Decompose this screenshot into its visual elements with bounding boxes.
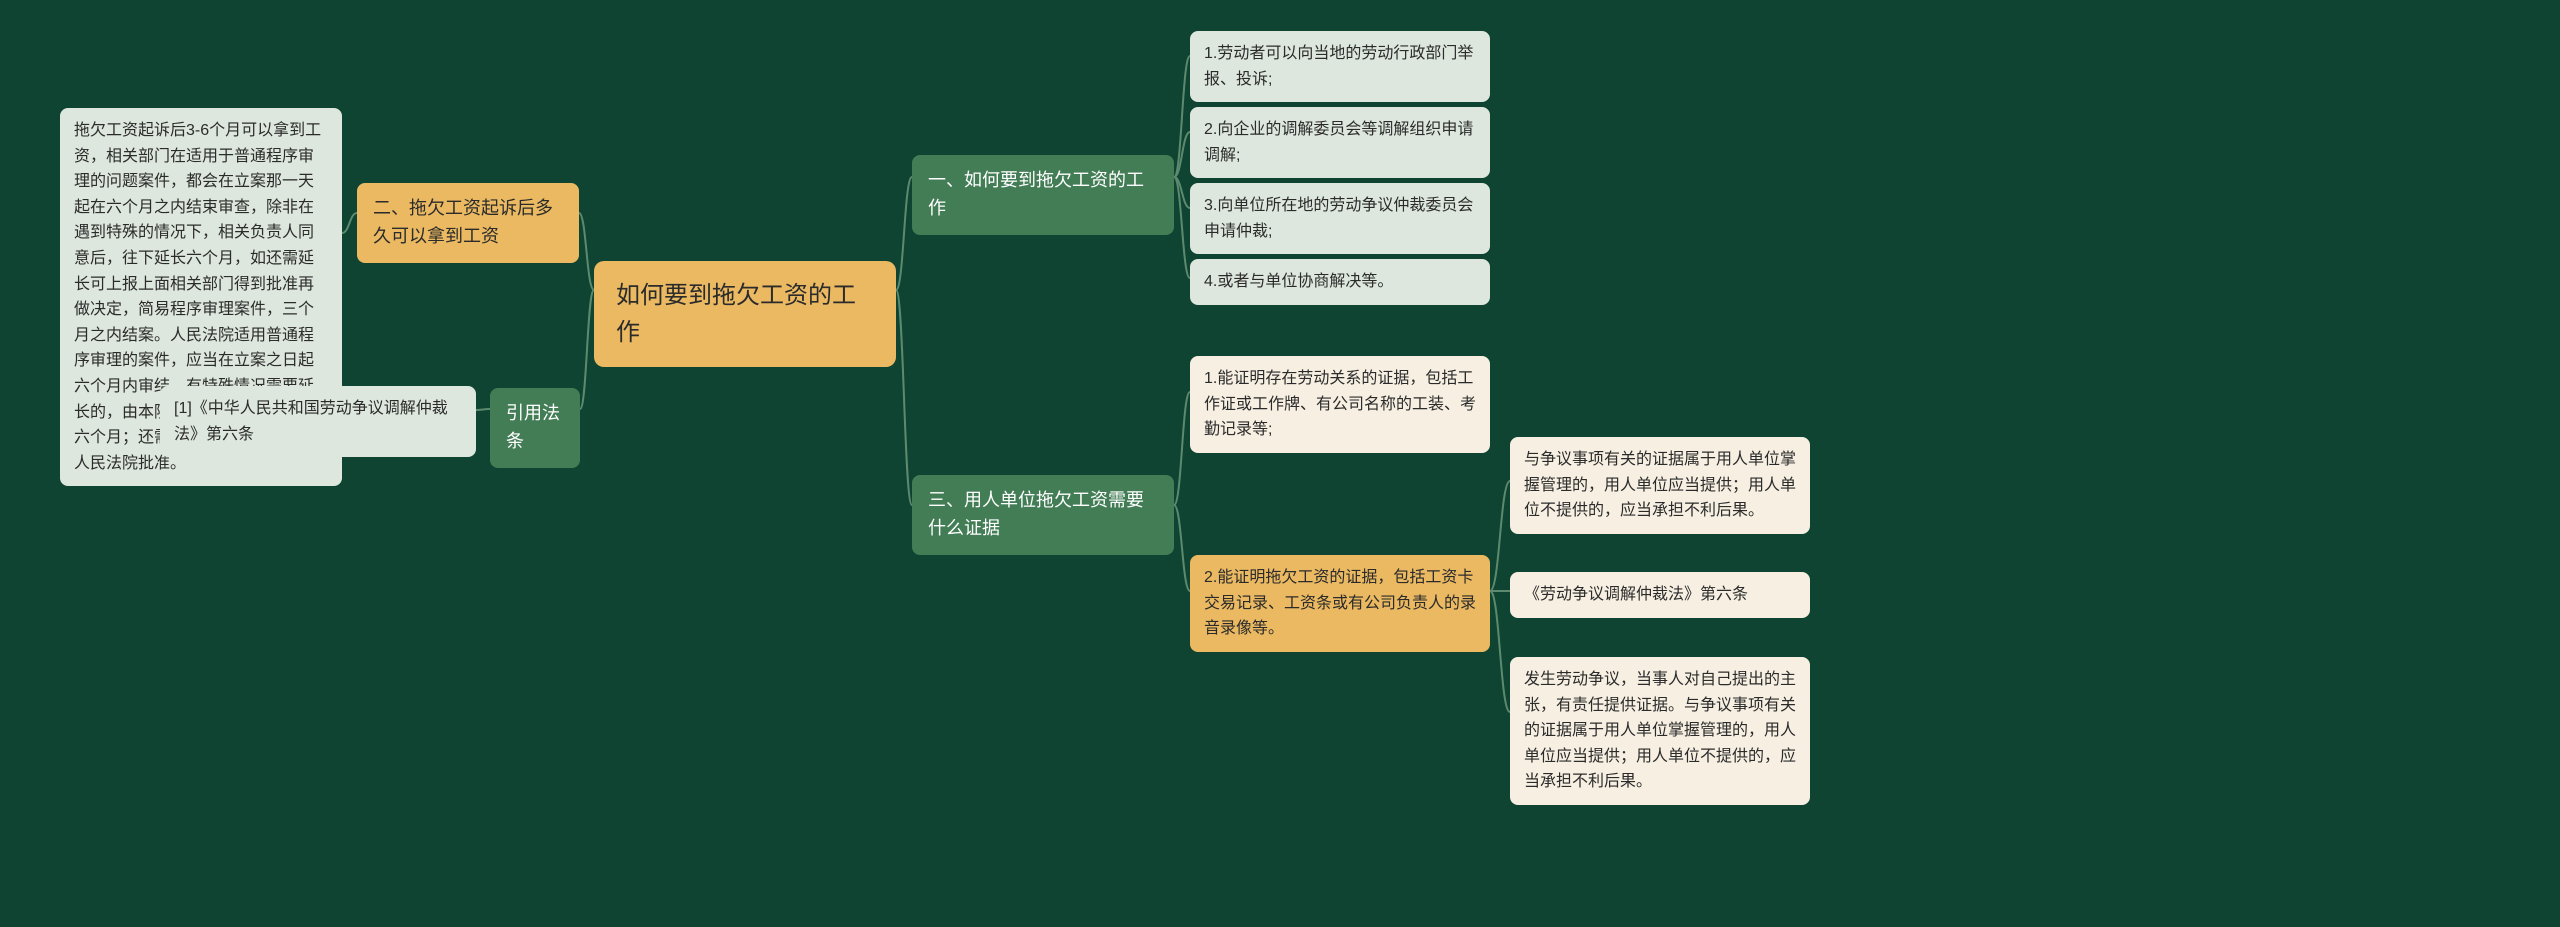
- branch-1-how-to-claim[interactable]: 一、如何要到拖欠工资的工作: [912, 155, 1174, 235]
- leaf-b3-1-sub-2: 发生劳动争议，当事人对自己提出的主张，有责任提供证据。与争议事项有关的证据属于用…: [1510, 657, 1810, 805]
- root-node[interactable]: 如何要到拖欠工资的工作: [594, 261, 896, 367]
- branch-2-lawsuit-duration[interactable]: 二、拖欠工资起诉后多久可以拿到工资: [357, 183, 579, 263]
- branch-3-evidence[interactable]: 三、用人单位拖欠工资需要什么证据: [912, 475, 1174, 555]
- branch-citation[interactable]: 引用法条: [490, 388, 580, 468]
- leaf-b3-1[interactable]: 2.能证明拖欠工资的证据，包括工资卡交易记录、工资条或有公司负责人的录音录像等。: [1190, 555, 1490, 652]
- leaf-citation-detail: [1]《中华人民共和国劳动争议调解仲裁法》第六条: [160, 386, 476, 457]
- leaf-b1-0: 1.劳动者可以向当地的劳动行政部门举报、投诉;: [1190, 31, 1490, 102]
- leaf-b3-0: 1.能证明存在劳动关系的证据，包括工作证或工作牌、有公司名称的工装、考勤记录等;: [1190, 356, 1490, 453]
- leaf-b1-3: 4.或者与单位协商解决等。: [1190, 259, 1490, 305]
- leaf-b3-1-sub-1: 《劳动争议调解仲裁法》第六条: [1510, 572, 1810, 618]
- leaf-b1-1: 2.向企业的调解委员会等调解组织申请调解;: [1190, 107, 1490, 178]
- leaf-b3-1-sub-0: 与争议事项有关的证据属于用人单位掌握管理的，用人单位应当提供；用人单位不提供的，…: [1510, 437, 1810, 534]
- leaf-b1-2: 3.向单位所在地的劳动争议仲裁委员会申请仲裁;: [1190, 183, 1490, 254]
